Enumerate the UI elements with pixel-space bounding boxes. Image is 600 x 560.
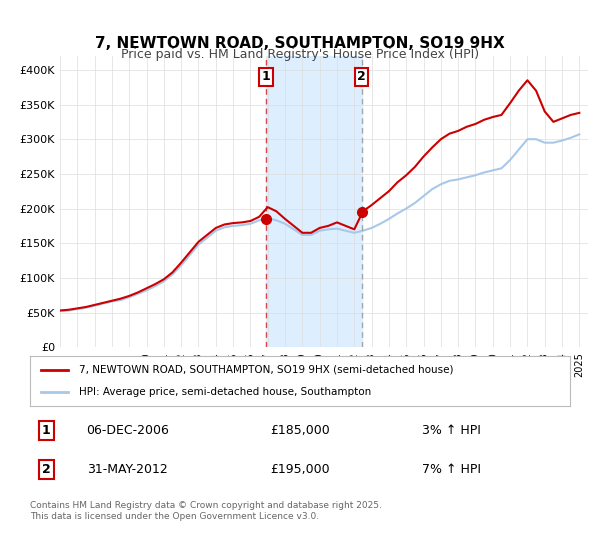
Text: 7, NEWTOWN ROAD, SOUTHAMPTON, SO19 9HX (semi-detached house): 7, NEWTOWN ROAD, SOUTHAMPTON, SO19 9HX (…: [79, 365, 453, 375]
Text: Contains HM Land Registry data © Crown copyright and database right 2025.
This d: Contains HM Land Registry data © Crown c…: [30, 501, 382, 521]
Text: 1: 1: [42, 424, 50, 437]
Text: 3% ↑ HPI: 3% ↑ HPI: [422, 424, 481, 437]
Text: Price paid vs. HM Land Registry's House Price Index (HPI): Price paid vs. HM Land Registry's House …: [121, 48, 479, 60]
Text: 7, NEWTOWN ROAD, SOUTHAMPTON, SO19 9HX: 7, NEWTOWN ROAD, SOUTHAMPTON, SO19 9HX: [95, 36, 505, 52]
Text: 2: 2: [42, 463, 50, 476]
Text: 1: 1: [262, 71, 271, 83]
Text: 7% ↑ HPI: 7% ↑ HPI: [422, 463, 481, 476]
Text: £195,000: £195,000: [270, 463, 330, 476]
Bar: [266, 56, 362, 347]
Text: HPI: Average price, semi-detached house, Southampton: HPI: Average price, semi-detached house,…: [79, 387, 371, 397]
Text: 2: 2: [357, 71, 366, 83]
Text: £185,000: £185,000: [270, 424, 330, 437]
Text: 31-MAY-2012: 31-MAY-2012: [87, 463, 167, 476]
Text: 06-DEC-2006: 06-DEC-2006: [86, 424, 169, 437]
